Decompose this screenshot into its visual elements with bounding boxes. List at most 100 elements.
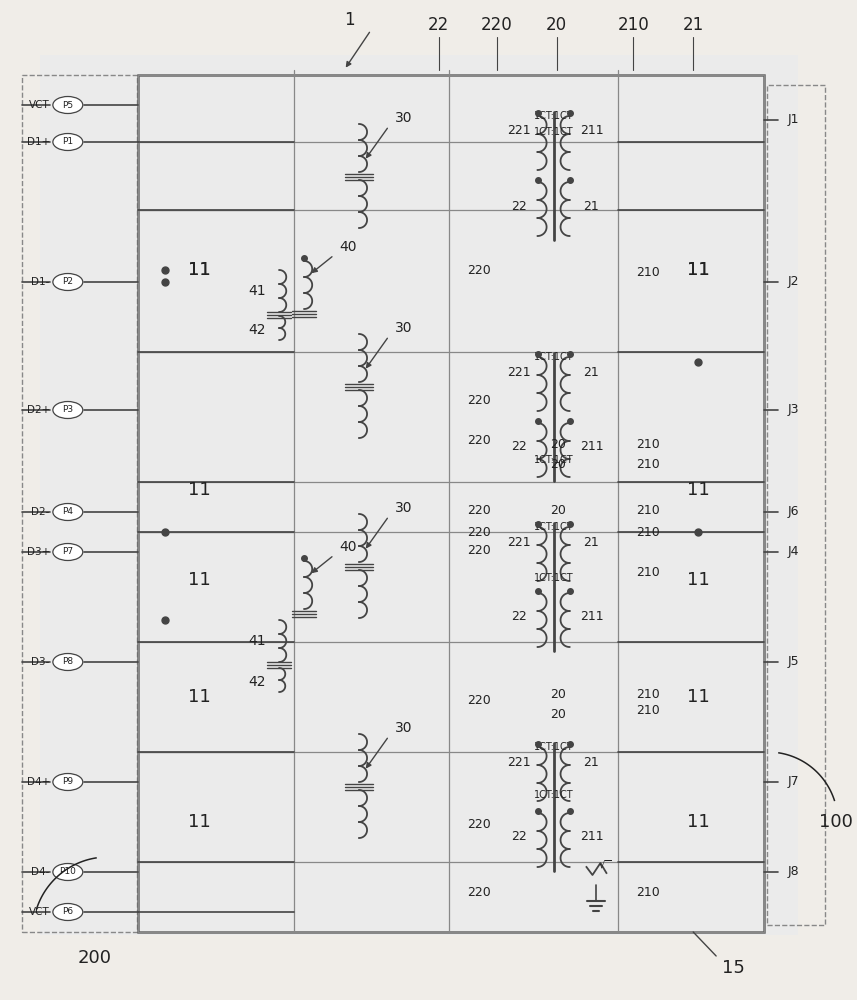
Text: 20: 20 [550, 458, 566, 472]
Text: 1CT:1CT: 1CT:1CT [534, 352, 573, 362]
Text: 42: 42 [249, 675, 266, 689]
Text: 22: 22 [511, 200, 526, 213]
Text: 210: 210 [637, 688, 660, 702]
Text: 1CT:1CT: 1CT:1CT [534, 127, 573, 137]
Text: D4-: D4- [32, 867, 50, 877]
Text: 20: 20 [550, 504, 566, 516]
Text: 220: 220 [467, 526, 491, 538]
Ellipse shape [53, 654, 83, 670]
Text: 221: 221 [506, 124, 530, 137]
Bar [22, 75, 136, 932]
Text: J3: J3 [788, 403, 800, 416]
Text: 220: 220 [481, 16, 512, 34]
Text: 11: 11 [188, 261, 211, 279]
Text: 1CT:1CT: 1CT:1CT [534, 455, 573, 465]
Text: 40: 40 [339, 240, 357, 254]
Ellipse shape [53, 401, 83, 418]
Text: 221: 221 [506, 365, 530, 378]
Text: 20: 20 [550, 688, 566, 702]
Text: D4+: D4+ [27, 777, 50, 787]
Text: 210: 210 [637, 504, 660, 516]
Text: 20: 20 [550, 438, 566, 452]
Text: 11: 11 [686, 261, 710, 279]
Bar [40, 55, 798, 935]
Text: P1: P1 [63, 137, 74, 146]
Text: 11: 11 [686, 481, 710, 499]
Text: 11: 11 [686, 688, 710, 706]
Text: 11: 11 [188, 688, 211, 706]
Text: 1CT:1CT: 1CT:1CT [534, 790, 573, 800]
Text: 30: 30 [395, 721, 413, 735]
Ellipse shape [53, 544, 83, 560]
Text: 200: 200 [78, 949, 111, 967]
Text: P6: P6 [63, 908, 74, 916]
Text: P5: P5 [63, 101, 74, 109]
Text: 40: 40 [339, 540, 357, 554]
Text: 221: 221 [506, 536, 530, 548]
Ellipse shape [53, 504, 83, 520]
Ellipse shape [53, 774, 83, 790]
Text: P7: P7 [63, 548, 74, 556]
Text: J5: J5 [788, 656, 800, 668]
Ellipse shape [53, 133, 83, 150]
Text: 21: 21 [584, 200, 599, 213]
Text: 220: 220 [467, 434, 491, 446]
Text: P2: P2 [63, 277, 74, 286]
Text: P9: P9 [63, 778, 74, 786]
Bar [138, 75, 764, 932]
Text: D1-: D1- [32, 277, 50, 287]
Text: 211: 211 [579, 440, 603, 454]
Text: VCT: VCT [29, 100, 50, 110]
Text: 41: 41 [249, 634, 267, 648]
Text: 11: 11 [188, 571, 211, 589]
Text: 21: 21 [682, 16, 704, 34]
Text: 11: 11 [686, 261, 710, 279]
Text: 211: 211 [579, 610, 603, 624]
Text: 210: 210 [637, 886, 660, 898]
Text: 22: 22 [511, 830, 526, 844]
Text: VCT: VCT [29, 907, 50, 917]
Text: 210: 210 [637, 438, 660, 452]
Text: 20: 20 [546, 16, 567, 34]
Text: 30: 30 [395, 111, 413, 125]
Text: 1CT:1CT: 1CT:1CT [534, 573, 573, 583]
Text: J4: J4 [788, 546, 800, 558]
Ellipse shape [53, 273, 83, 290]
Text: D2+: D2+ [27, 405, 50, 415]
Text: $\sqrt{\ }$: $\sqrt{\ }$ [597, 859, 611, 871]
Text: J1: J1 [788, 113, 800, 126]
Text: 221: 221 [506, 756, 530, 768]
Text: D3+: D3+ [27, 547, 50, 557]
Text: 30: 30 [395, 501, 413, 515]
Text: D1+: D1+ [27, 137, 50, 147]
Text: 1CT:1CT: 1CT:1CT [534, 522, 573, 532]
Text: P4: P4 [63, 508, 74, 516]
Text: 210: 210 [637, 265, 660, 278]
Text: 21: 21 [584, 365, 599, 378]
Text: P3: P3 [63, 406, 74, 414]
Text: J7: J7 [788, 776, 800, 788]
Text: 220: 220 [467, 818, 491, 832]
Text: 211: 211 [579, 830, 603, 844]
Text: 21: 21 [584, 756, 599, 768]
Text: 210: 210 [637, 526, 660, 538]
Text: P8: P8 [63, 658, 74, 666]
Text: 210: 210 [618, 16, 650, 34]
Text: 210: 210 [637, 704, 660, 716]
Text: 11: 11 [188, 813, 211, 831]
Text: 15: 15 [722, 959, 745, 977]
Text: 1CT:1CT: 1CT:1CT [534, 111, 573, 121]
Text: 41: 41 [249, 284, 267, 298]
Text: 42: 42 [249, 323, 266, 337]
Text: 22: 22 [511, 610, 526, 624]
Text: 220: 220 [467, 504, 491, 516]
Bar [138, 75, 764, 932]
Text: 22: 22 [511, 440, 526, 454]
Text: 11: 11 [188, 481, 211, 499]
Text: J2: J2 [788, 275, 800, 288]
Text: 1: 1 [344, 11, 355, 29]
Text: 220: 220 [467, 393, 491, 406]
Ellipse shape [53, 863, 83, 880]
Text: D2-: D2- [32, 507, 50, 517]
Text: J6: J6 [788, 506, 800, 518]
